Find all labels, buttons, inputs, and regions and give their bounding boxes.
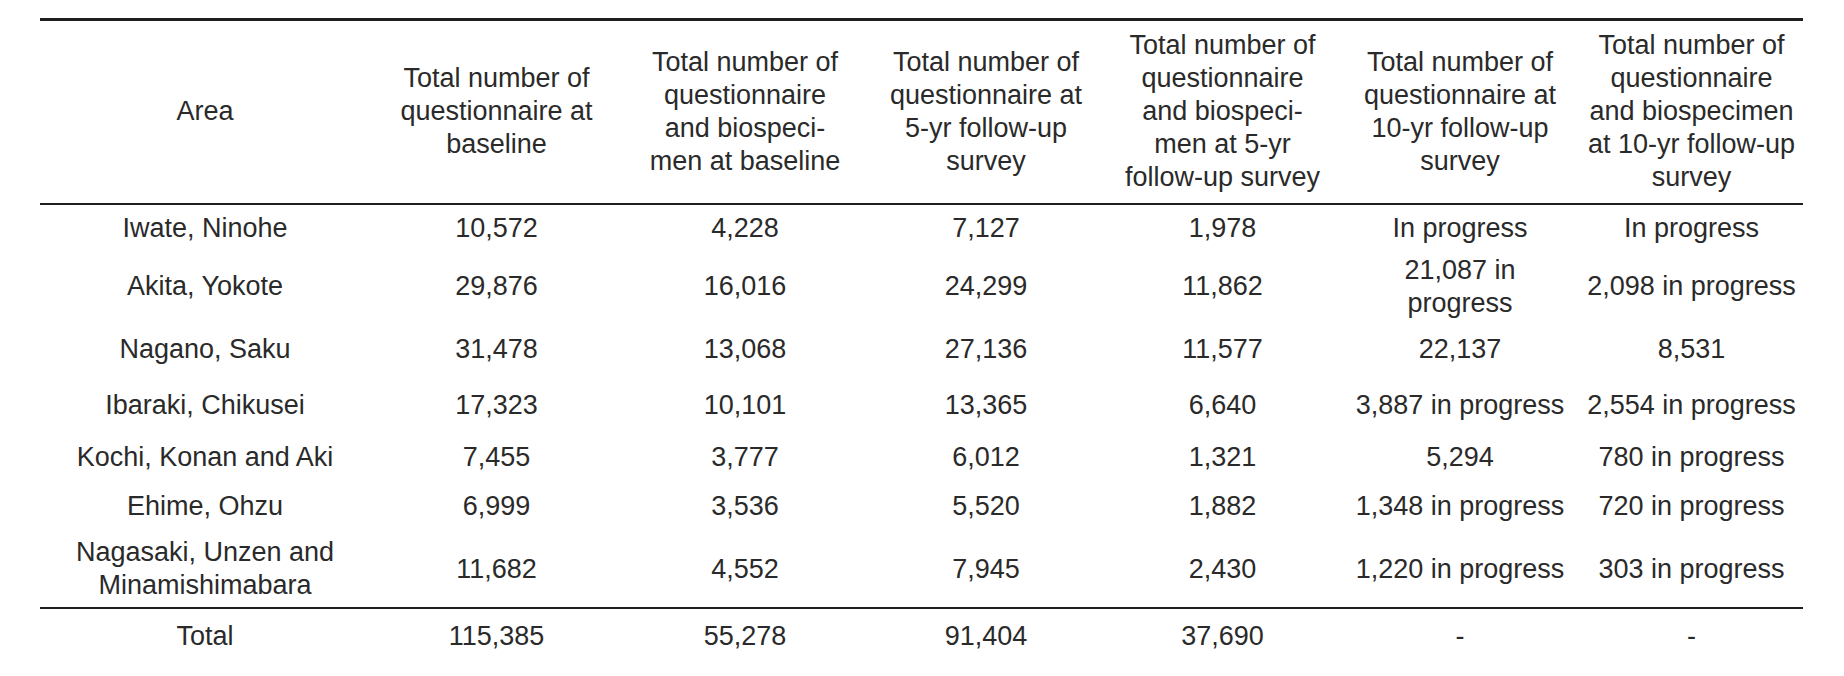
value-cell: In progress xyxy=(1340,204,1580,252)
value-cell: 1,321 xyxy=(1105,434,1340,482)
value-cell: 13,365 xyxy=(867,378,1105,434)
area-cell: Kochi, Konan and Aki xyxy=(40,434,370,482)
area-cell: Ehime, Ohzu xyxy=(40,482,370,532)
area-cell: Iwate, Ninohe xyxy=(40,204,370,252)
value-cell: 1,348 in progress xyxy=(1340,482,1580,532)
value-cell: 2,430 xyxy=(1105,532,1340,608)
value-cell: 1,882 xyxy=(1105,482,1340,532)
header-row: Area Total number of questionnaire at ba… xyxy=(40,20,1803,204)
area-cell: Akita, Yokote xyxy=(40,252,370,322)
total-value-cell: 91,404 xyxy=(867,608,1105,664)
value-cell: 2,098 in progress xyxy=(1580,252,1803,322)
value-cell: 11,682 xyxy=(370,532,623,608)
value-cell: 1,220 in progress xyxy=(1340,532,1580,608)
table-row: Nagasaki, Unzen and Minamishimabara 11,6… xyxy=(40,532,1803,608)
value-cell: 7,127 xyxy=(867,204,1105,252)
column-header-questionnaire-10yr: Total number of questionnaire at 10-yr f… xyxy=(1340,20,1580,204)
value-cell: 6,640 xyxy=(1105,378,1340,434)
table-row: Akita, Yokote 29,876 16,016 24,299 11,86… xyxy=(40,252,1803,322)
area-cell: Ibaraki, Chikusei xyxy=(40,378,370,434)
value-cell: 6,999 xyxy=(370,482,623,532)
value-cell: 10,572 xyxy=(370,204,623,252)
value-cell: 7,945 xyxy=(867,532,1105,608)
value-cell: 3,536 xyxy=(623,482,867,532)
value-cell: 16,016 xyxy=(623,252,867,322)
value-cell: 8,531 xyxy=(1580,322,1803,378)
value-cell: 303 in progress xyxy=(1580,532,1803,608)
value-cell: 3,887 in progress xyxy=(1340,378,1580,434)
table-body: Iwate, Ninohe 10,572 4,228 7,127 1,978 I… xyxy=(40,204,1803,608)
value-cell: 31,478 xyxy=(370,322,623,378)
table-row: Kochi, Konan and Aki 7,455 3,777 6,012 1… xyxy=(40,434,1803,482)
value-cell: 11,862 xyxy=(1105,252,1340,322)
value-cell: 17,323 xyxy=(370,378,623,434)
area-cell: Nagano, Saku xyxy=(40,322,370,378)
value-cell: 4,228 xyxy=(623,204,867,252)
total-value-cell: 37,690 xyxy=(1105,608,1340,664)
value-cell: 29,876 xyxy=(370,252,623,322)
value-cell: 11,577 xyxy=(1105,322,1340,378)
total-row: Total 115,385 55,278 91,404 37,690 - - xyxy=(40,608,1803,664)
value-cell: 21,087 in progress xyxy=(1340,252,1580,322)
value-cell: 3,777 xyxy=(623,434,867,482)
table-header: Area Total number of questionnaire at ba… xyxy=(40,20,1803,204)
enrollment-table-container: Area Total number of questionnaire at ba… xyxy=(40,18,1803,664)
column-header-area: Area xyxy=(40,20,370,204)
area-cell: Nagasaki, Unzen and Minamishimabara xyxy=(40,532,370,608)
value-cell: 5,294 xyxy=(1340,434,1580,482)
value-cell: 1,978 xyxy=(1105,204,1340,252)
column-header-biospecimen-5yr: Total number of questionnaire and biospe… xyxy=(1105,20,1340,204)
value-cell: 780 in progress xyxy=(1580,434,1803,482)
total-value-cell: - xyxy=(1340,608,1580,664)
value-cell: 7,455 xyxy=(370,434,623,482)
table-row: Iwate, Ninohe 10,572 4,228 7,127 1,978 I… xyxy=(40,204,1803,252)
table-row: Ehime, Ohzu 6,999 3,536 5,520 1,882 1,34… xyxy=(40,482,1803,532)
column-header-biospecimen-baseline: Total number of questionnaire and biospe… xyxy=(623,20,867,204)
value-cell: 5,520 xyxy=(867,482,1105,532)
enrollment-table: Area Total number of questionnaire at ba… xyxy=(40,18,1803,664)
table-row: Nagano, Saku 31,478 13,068 27,136 11,577… xyxy=(40,322,1803,378)
value-cell: 2,554 in progress xyxy=(1580,378,1803,434)
column-header-questionnaire-5yr: Total number of questionnaire at 5-yr fo… xyxy=(867,20,1105,204)
value-cell: 6,012 xyxy=(867,434,1105,482)
column-header-biospecimen-10yr: Total number of questionnaire and biospe… xyxy=(1580,20,1803,204)
value-cell: 4,552 xyxy=(623,532,867,608)
column-header-questionnaire-baseline: Total number of questionnaire at baselin… xyxy=(370,20,623,204)
value-cell: 27,136 xyxy=(867,322,1105,378)
value-cell: 13,068 xyxy=(623,322,867,378)
value-cell: 10,101 xyxy=(623,378,867,434)
total-value-cell: 55,278 xyxy=(623,608,867,664)
total-value-cell: 115,385 xyxy=(370,608,623,664)
value-cell: 24,299 xyxy=(867,252,1105,322)
value-cell: 720 in progress xyxy=(1580,482,1803,532)
value-cell: In progress xyxy=(1580,204,1803,252)
table-footer: Total 115,385 55,278 91,404 37,690 - - xyxy=(40,608,1803,664)
value-cell: 22,137 xyxy=(1340,322,1580,378)
total-label-cell: Total xyxy=(40,608,370,664)
table-row: Ibaraki, Chikusei 17,323 10,101 13,365 6… xyxy=(40,378,1803,434)
total-value-cell: - xyxy=(1580,608,1803,664)
